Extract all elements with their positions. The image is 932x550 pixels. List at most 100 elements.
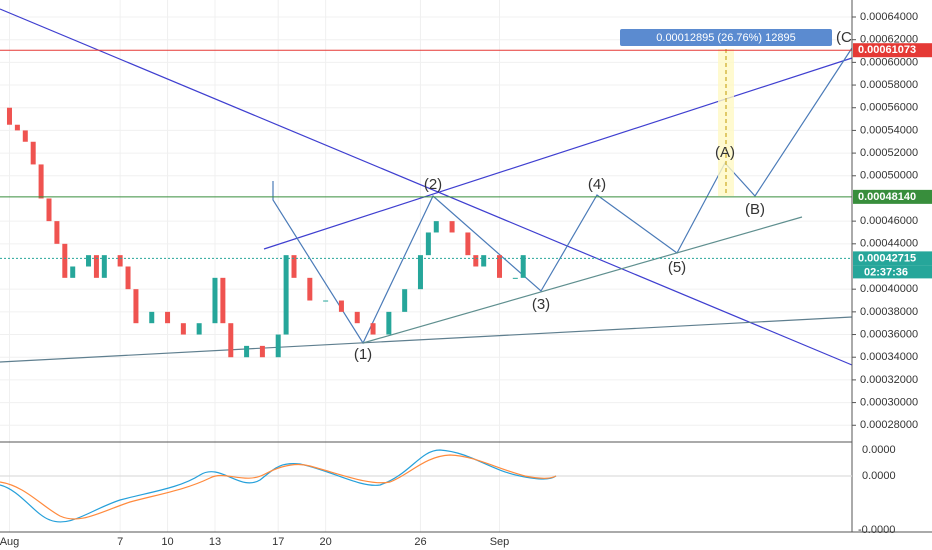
candle <box>497 255 503 278</box>
candle <box>149 311 155 324</box>
countdown-box <box>853 265 932 279</box>
candle <box>433 221 439 233</box>
macd-tick-label: -0.0000 <box>858 524 895 536</box>
candle <box>449 221 455 233</box>
candle <box>165 311 171 324</box>
wave-label: (A) <box>715 144 735 161</box>
candle <box>481 255 487 267</box>
candle <box>291 255 297 278</box>
y-tick-label: 0.00060000 <box>860 56 918 68</box>
candle <box>520 255 526 278</box>
candle <box>70 266 76 278</box>
candle <box>22 130 28 142</box>
macd <box>0 449 852 523</box>
wave-label: (C <box>836 29 852 46</box>
candle <box>323 300 329 302</box>
price-label: 0.00042715 <box>858 252 916 264</box>
candle <box>93 255 99 278</box>
candle <box>180 323 186 335</box>
y-tick-label: 0.00058000 <box>860 79 918 91</box>
y-tick-label: 0.00034000 <box>860 351 918 363</box>
candle <box>338 300 344 312</box>
trend-line <box>263 57 853 250</box>
candle <box>417 255 423 290</box>
y-tick-label: 0.00038000 <box>860 306 918 318</box>
candle <box>425 232 431 256</box>
y-tick-label: 0.00044000 <box>860 238 918 250</box>
y-tick-label: 0.00050000 <box>860 170 918 182</box>
candle <box>465 232 471 256</box>
wave-label: (1) <box>354 346 372 363</box>
x-tick-label: Aug <box>0 536 19 548</box>
y-tick-label: 0.00032000 <box>860 374 918 386</box>
y-tick-label: 0.00028000 <box>860 419 918 431</box>
price-label: 0.00061073 <box>858 44 916 56</box>
y-tick-label: 0.00040000 <box>860 283 918 295</box>
candle <box>259 345 265 358</box>
price-label-box <box>853 251 932 266</box>
candle <box>30 141 36 165</box>
candle <box>101 255 107 278</box>
countdown: 02:37:36 <box>864 266 908 278</box>
trend-line <box>362 216 803 344</box>
candle <box>212 277 218 324</box>
candle <box>275 334 281 358</box>
measure-label: 0.00012895 (26.76%) 12895 <box>656 32 795 44</box>
wave-label: (2) <box>424 176 442 193</box>
trend-line <box>0 316 853 363</box>
candle <box>473 255 479 267</box>
signal-line <box>0 454 557 520</box>
wave-label: (4) <box>588 176 606 193</box>
candle <box>38 164 44 199</box>
candle <box>283 255 289 335</box>
candle <box>228 323 234 358</box>
x-tick-label: 26 <box>414 536 426 548</box>
y-tick-label: 0.00056000 <box>860 102 918 114</box>
price-label: 0.00048140 <box>858 191 916 203</box>
y-tick-label: 0.00052000 <box>860 147 918 159</box>
macd-tick-label: 0.0000 <box>862 444 896 456</box>
candle <box>54 221 60 244</box>
candle <box>402 289 408 312</box>
y-tick-label: 0.00054000 <box>860 124 918 136</box>
candle <box>307 277 313 301</box>
x-tick-label: 7 <box>117 536 123 548</box>
y-tick-label: 0.00064000 <box>860 11 918 23</box>
candle <box>117 255 123 267</box>
candle <box>62 243 68 278</box>
macd-tick-label: 0.0000 <box>862 470 896 482</box>
wave-label: (5) <box>668 259 686 276</box>
price-label-box <box>853 43 932 58</box>
candle <box>133 289 139 324</box>
wave-path <box>272 47 853 345</box>
candle <box>354 311 360 324</box>
candle <box>6 107 12 125</box>
candle <box>46 198 52 222</box>
x-tick-label: 13 <box>209 536 221 548</box>
x-tick-label: 20 <box>320 536 332 548</box>
candle <box>244 345 250 358</box>
candle <box>512 277 518 279</box>
candle <box>125 266 131 290</box>
candle <box>220 277 226 324</box>
candle <box>370 323 376 335</box>
y-tick-label: 0.00062000 <box>860 34 918 46</box>
drawings <box>0 8 853 366</box>
trend-line <box>0 8 853 366</box>
candle <box>196 323 202 335</box>
measure-box <box>620 29 832 46</box>
wave-label: (3) <box>532 296 550 313</box>
x-tick-label: 10 <box>161 536 173 548</box>
x-tick-label: Sep <box>490 536 510 548</box>
y-tick-label: 0.00036000 <box>860 328 918 340</box>
grid <box>0 0 852 532</box>
candle <box>386 311 392 335</box>
price-label-box <box>853 189 932 204</box>
y-tick-label: 0.00046000 <box>860 215 918 227</box>
y-tick-label: 0.00030000 <box>860 396 918 408</box>
x-tick-label: 17 <box>272 536 284 548</box>
candle <box>14 124 20 131</box>
candle <box>86 255 92 267</box>
